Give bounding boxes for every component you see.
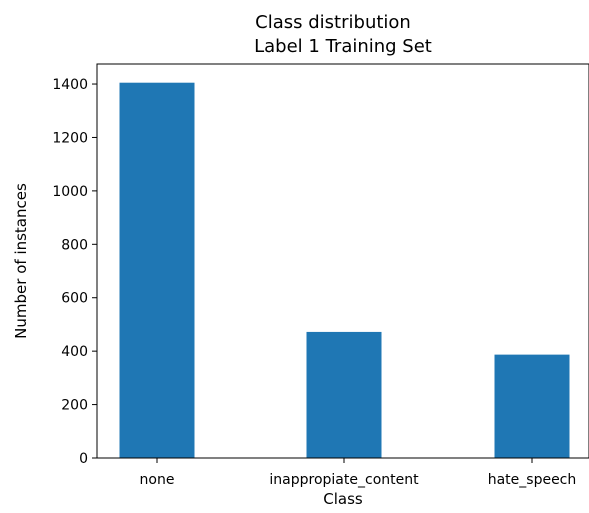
y-tick-label: 1000 (52, 184, 88, 200)
y-tick-label: 600 (61, 291, 88, 307)
x-tick-label: hate_speech (488, 472, 577, 488)
y-axis-label: Number of instances (12, 183, 30, 339)
x-tick-label: none (140, 472, 175, 488)
y-tick-label: 800 (61, 237, 88, 253)
y-tick-label: 200 (61, 398, 88, 414)
bars-group (119, 82, 570, 458)
x-axis-label: Class (323, 490, 363, 508)
chart-title-line1: Class distribution (255, 12, 411, 33)
bar-none (119, 82, 195, 458)
y-axis-ticks: 0 200 400 600 800 1000 1200 1400 (52, 77, 97, 467)
bar-inappropiate_content (306, 331, 382, 458)
y-tick-label: 1400 (52, 77, 88, 93)
x-tick-label: inappropiate_content (269, 472, 419, 488)
x-axis-ticks: none inappropiate_content hate_speech (140, 458, 577, 488)
bar-hate_speech (494, 354, 570, 458)
chart-title-line2: Label 1 Training Set (254, 36, 432, 57)
y-tick-label: 400 (61, 344, 88, 360)
y-tick-label: 0 (79, 451, 88, 467)
y-tick-label: 1200 (52, 130, 88, 146)
plot-frame (96, 63, 589, 459)
